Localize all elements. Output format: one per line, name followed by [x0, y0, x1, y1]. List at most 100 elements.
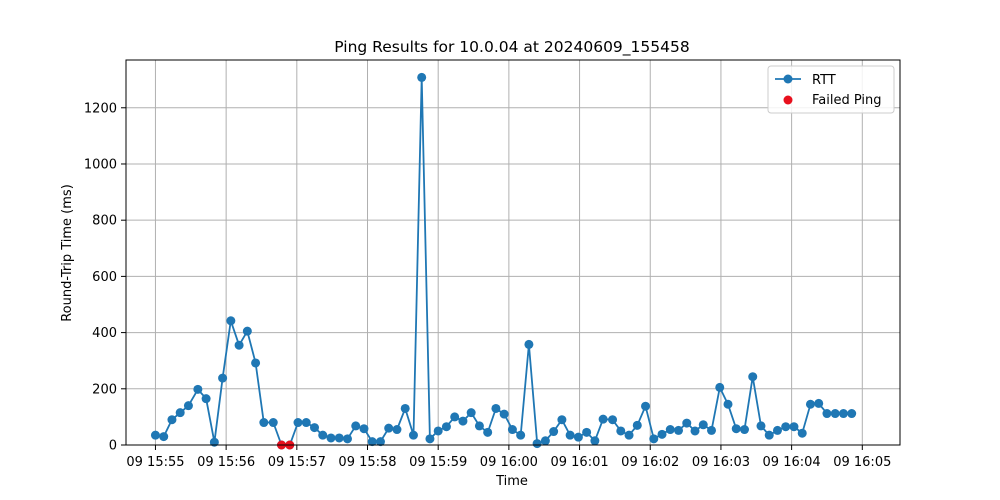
rtt-point: [616, 426, 626, 436]
rtt-point: [830, 409, 840, 419]
x-tick-label: 09 15:58: [338, 455, 396, 470]
rtt-point: [549, 427, 559, 437]
rtt-point: [342, 434, 352, 444]
rtt-point: [425, 434, 435, 444]
rtt-point: [624, 430, 634, 440]
rtt-point: [301, 418, 311, 428]
rtt-point: [731, 424, 741, 434]
rtt-point: [557, 415, 567, 425]
rtt-point: [351, 421, 361, 431]
rtt-point: [441, 422, 451, 432]
rtt-point: [175, 408, 185, 418]
rtt-point: [474, 421, 484, 431]
rtt-point: [392, 425, 402, 435]
rtt-point: [318, 430, 328, 440]
rtt-point: [772, 425, 782, 435]
rtt-point: [466, 408, 476, 418]
rtt-point: [764, 430, 774, 440]
rtt-point: [268, 418, 278, 428]
rtt-point: [665, 425, 675, 435]
legend-failed-swatch-marker: [783, 95, 793, 105]
series-layer: [150, 72, 857, 450]
legend-rtt-label: RTT: [812, 73, 836, 88]
y-tick-label: 200: [92, 382, 117, 397]
rtt-point: [375, 437, 385, 447]
y-tick-label: 1200: [84, 101, 117, 116]
rtt-point: [707, 425, 717, 435]
rtt-point: [367, 437, 377, 447]
x-tick-label: 09 16:03: [692, 455, 750, 470]
rtt-point: [167, 415, 177, 425]
rtt-points: [150, 72, 857, 450]
rtt-point: [540, 436, 550, 446]
rtt-point: [756, 421, 766, 431]
rtt-point: [822, 409, 832, 419]
rtt-point: [657, 429, 667, 439]
y-tick-label: 800: [92, 214, 117, 229]
rtt-point: [690, 426, 700, 436]
rtt-point: [183, 401, 193, 411]
rtt-point: [715, 382, 725, 392]
rtt-point: [598, 414, 608, 424]
rtt-point: [805, 399, 815, 409]
y-tick-label: 1000: [84, 157, 117, 172]
rtt-point: [293, 418, 303, 428]
y-tick-label: 400: [92, 326, 117, 341]
rtt-point: [632, 420, 642, 430]
grid-lines: [126, 60, 900, 446]
rtt-point: [417, 72, 427, 82]
rtt-point: [450, 412, 460, 422]
rtt-point: [334, 433, 344, 443]
y-tick-label: 600: [92, 270, 117, 285]
rtt-point: [499, 409, 509, 419]
rtt-point: [483, 427, 493, 437]
y-tick-labels: 0 200 400 600 800 1000 1200: [84, 101, 117, 453]
rtt-point: [582, 427, 592, 437]
x-tick-labels: 09 15:55 09 15:56 09 15:57 09 15:58 09 15:59…: [126, 455, 891, 470]
rtt-point: [789, 422, 799, 432]
rtt-point: [797, 428, 807, 438]
x-tick-label: 09 16:02: [621, 455, 679, 470]
y-tick-label: 0: [109, 439, 117, 454]
legend-rtt-swatch-marker: [783, 74, 793, 84]
rtt-point: [159, 432, 169, 442]
rtt-point: [573, 432, 583, 442]
rtt-point: [748, 372, 758, 382]
tick-marks: [121, 107, 863, 450]
rtt-point: [408, 430, 418, 440]
rtt-point: [739, 425, 749, 435]
rtt-point: [326, 433, 336, 443]
rtt-point: [781, 422, 791, 432]
axes-frame: [125, 59, 901, 446]
rtt-point: [532, 439, 542, 449]
x-axis-title: Time: [495, 474, 528, 489]
rtt-point: [218, 373, 228, 383]
legend-failed-label: Failed Ping: [812, 93, 882, 108]
rtt-point: [433, 426, 443, 436]
rtt-point: [193, 384, 203, 394]
legend-box: [767, 65, 895, 114]
rtt-point: [209, 437, 219, 447]
x-tick-label: 09 16:01: [550, 455, 608, 470]
rtt-point: [150, 430, 160, 440]
rtt-point: [384, 423, 394, 433]
chart-title: Ping Results for 10.0.04 at 20240609_155…: [334, 38, 689, 57]
rtt-point: [698, 420, 708, 430]
rtt-point: [359, 424, 369, 434]
rtt-point: [491, 403, 501, 413]
rtt-point: [847, 409, 857, 419]
rtt-point: [259, 418, 269, 428]
rtt-point: [226, 316, 236, 326]
rtt-point: [458, 416, 468, 426]
rtt-point: [524, 339, 534, 349]
legend: RTT Failed Ping: [767, 65, 895, 114]
rtt-point: [649, 434, 659, 444]
x-tick-label: 09 16:05: [833, 455, 891, 470]
x-tick-label: 09 15:57: [268, 455, 326, 470]
rtt-point: [590, 436, 600, 446]
rtt-point: [507, 425, 517, 435]
y-axis-title: Round-Trip Time (ms): [60, 184, 75, 322]
x-tick-label: 09 15:56: [197, 455, 255, 470]
rtt-point: [242, 326, 252, 336]
